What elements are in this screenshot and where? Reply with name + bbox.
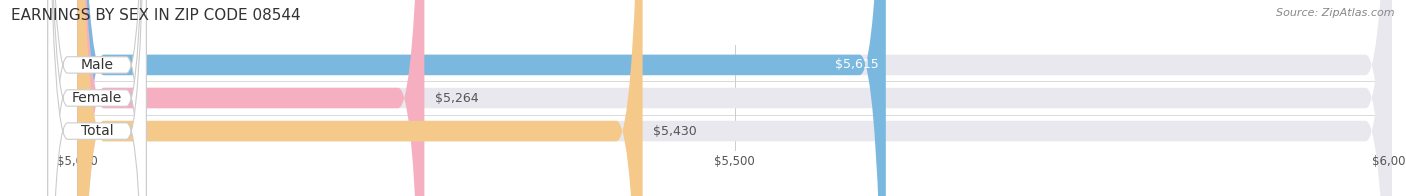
Text: Male: Male (80, 58, 114, 72)
Text: $5,430: $5,430 (654, 125, 697, 138)
FancyBboxPatch shape (77, 0, 1392, 196)
FancyBboxPatch shape (77, 0, 1392, 196)
FancyBboxPatch shape (77, 0, 886, 196)
FancyBboxPatch shape (77, 0, 425, 196)
Text: Female: Female (72, 91, 122, 105)
FancyBboxPatch shape (48, 0, 146, 196)
Text: EARNINGS BY SEX IN ZIP CODE 08544: EARNINGS BY SEX IN ZIP CODE 08544 (11, 8, 301, 23)
Text: Total: Total (80, 124, 114, 138)
FancyBboxPatch shape (77, 0, 643, 196)
Text: $5,264: $5,264 (434, 92, 478, 104)
FancyBboxPatch shape (48, 0, 146, 196)
FancyBboxPatch shape (48, 0, 146, 196)
Text: Source: ZipAtlas.com: Source: ZipAtlas.com (1277, 8, 1395, 18)
FancyBboxPatch shape (77, 0, 1392, 196)
Text: $5,615: $5,615 (835, 58, 879, 71)
